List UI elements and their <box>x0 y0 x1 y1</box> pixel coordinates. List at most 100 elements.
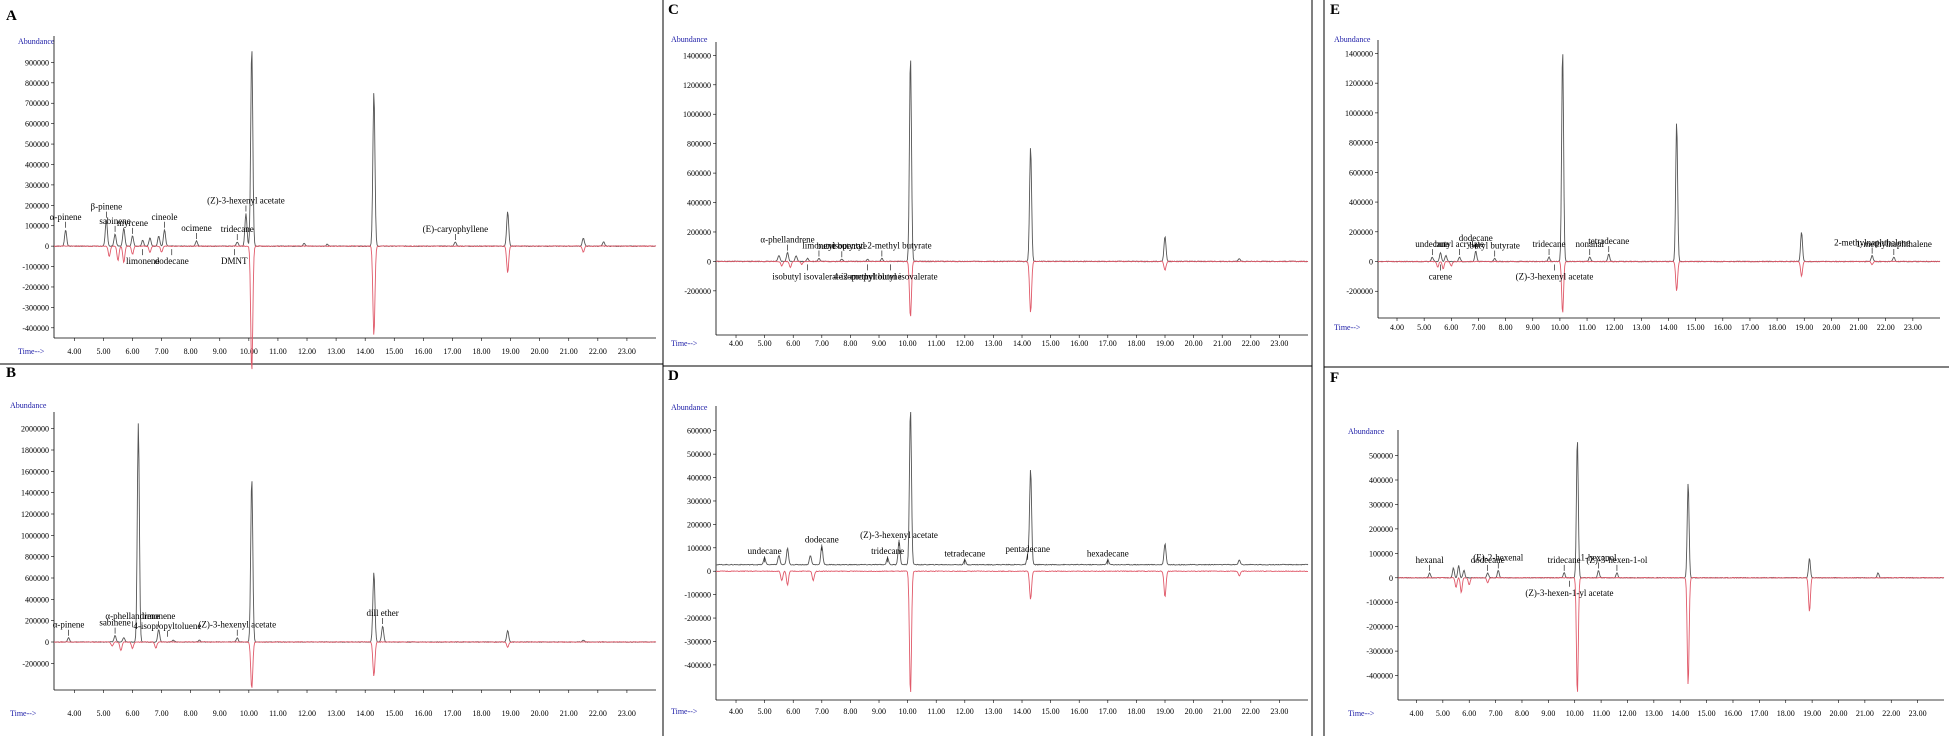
x-tick-label: 9.00 <box>1541 709 1555 718</box>
y-tick-label: 400000 <box>25 595 49 604</box>
x-tick-label: 10.00 <box>899 707 917 716</box>
panel-label: F <box>1330 370 1339 386</box>
x-tick-label: 19.00 <box>1156 707 1174 716</box>
peak-annotation: tridecane <box>1548 555 1581 565</box>
peak-annotation: sabinene <box>99 216 131 226</box>
x-axis-label: Time--> <box>671 339 698 348</box>
x-tick-label: 20.00 <box>531 709 549 718</box>
peak-annotation: dodecane <box>155 256 189 266</box>
x-tick-label: 14.00 <box>1660 323 1678 332</box>
peak-annotation: 4-isopropyltoluene <box>133 621 201 631</box>
x-tick-label: 5.00 <box>96 347 110 356</box>
x-tick-label: 11.00 <box>1592 709 1610 718</box>
peak-annotation: α-phellandrene <box>760 235 814 245</box>
x-tick-label: 5.00 <box>758 339 772 348</box>
x-tick-label: 13.00 <box>1645 709 1663 718</box>
y-tick-label: 1000000 <box>1345 109 1373 118</box>
peak-annotation: (E)-2-hexenal <box>1473 552 1523 562</box>
peak-annotation: ocimene <box>181 223 212 233</box>
x-tick-label: 21.00 <box>560 709 578 718</box>
x-tick-label: 6.00 <box>126 709 140 718</box>
x-tick-label: 23.00 <box>1904 323 1922 332</box>
peak-annotation: butyl butyrate <box>817 241 867 251</box>
x-tick-label: 17.00 <box>1099 707 1117 716</box>
sample-trace <box>715 60 1309 263</box>
peak-annotation: butyl butyrate <box>1470 241 1520 251</box>
x-tick-label: 11.00 <box>269 709 287 718</box>
peak-annotation: α-pinene <box>53 620 85 630</box>
y-tick-label: -100000 <box>22 263 49 272</box>
y-tick-label: 0 <box>45 242 49 251</box>
y-tick-label: 900000 <box>25 58 49 67</box>
x-tick-label: 5.00 <box>1417 323 1431 332</box>
x-tick-label: 19.00 <box>502 709 520 718</box>
x-tick-label: 6.00 <box>786 339 800 348</box>
y-tick-label: 300000 <box>25 181 49 190</box>
x-tick-label: 14.00 <box>356 709 374 718</box>
peak-annotation: dodecane <box>805 534 839 544</box>
y-tick-label: 0 <box>707 567 711 576</box>
peak-annotation: dodecane <box>1459 233 1493 243</box>
x-tick-label: 8.00 <box>184 347 198 356</box>
y-tick-label: -300000 <box>684 637 711 646</box>
x-tick-label: 13.00 <box>327 709 345 718</box>
x-tick-label: 18.00 <box>1127 339 1145 348</box>
x-tick-label: 19.00 <box>1795 323 1813 332</box>
x-tick-label: 20.00 <box>531 347 549 356</box>
y-tick-label: 200000 <box>25 617 49 626</box>
peak-annotation: cineole <box>152 212 178 222</box>
y-tick-label: -200000 <box>684 614 711 623</box>
x-tick-label: 18.00 <box>473 347 491 356</box>
peak-annotation: carene <box>1429 272 1452 282</box>
y-tick-label: -400000 <box>22 324 49 333</box>
x-tick-label: 4.00 <box>729 339 743 348</box>
y-tick-label: 800000 <box>687 140 711 149</box>
x-tick-label: 6.00 <box>1462 709 1476 718</box>
x-tick-label: 22.00 <box>589 709 607 718</box>
peak-annotation: pentadecane <box>1005 544 1049 554</box>
x-tick-label: 8.00 <box>184 709 198 718</box>
x-tick-label: 15.00 <box>385 347 403 356</box>
peak-annotation: sabinene <box>99 618 131 628</box>
panel-label: C <box>668 2 679 18</box>
x-tick-label: 7.00 <box>815 339 829 348</box>
peak-annotation: DMNT <box>221 256 248 266</box>
y-tick-label: 600000 <box>687 427 711 436</box>
y-tick-label: 200000 <box>1349 228 1373 237</box>
peak-annotation: (Z)-3-hexenyl acetate <box>198 620 276 630</box>
y-tick-label: -300000 <box>22 303 49 312</box>
peak-annotation: undecane <box>1415 239 1449 249</box>
x-tick-label: 6.00 <box>126 347 140 356</box>
peak-annotation: hexadecane <box>1087 549 1129 559</box>
x-tick-label: 21.00 <box>1213 707 1231 716</box>
y-tick-label: 0 <box>1369 258 1373 267</box>
y-tick-label: 600000 <box>687 169 711 178</box>
x-tick-label: 6.00 <box>786 707 800 716</box>
y-tick-label: 300000 <box>687 497 711 506</box>
y-tick-label: 600000 <box>25 574 49 583</box>
peak-annotation: tetradecane <box>944 549 985 559</box>
x-tick-label: 12.00 <box>1618 709 1636 718</box>
x-tick-label: 23.00 <box>1909 709 1927 718</box>
panel-label: E <box>1330 2 1340 18</box>
sample-trace <box>53 423 657 643</box>
y-tick-label: 400000 <box>687 474 711 483</box>
peak-annotation: tridecane <box>1533 239 1566 249</box>
x-tick-label: 14.00 <box>1671 709 1689 718</box>
y-tick-label: 500000 <box>687 450 711 459</box>
x-tick-label: 19.00 <box>1156 339 1174 348</box>
x-tick-label: 21.00 <box>1213 339 1231 348</box>
x-tick-label: 18.00 <box>1768 323 1786 332</box>
x-tick-label: 18.00 <box>473 709 491 718</box>
y-tick-label: 1800000 <box>21 446 49 455</box>
x-tick-label: 10.00 <box>240 347 258 356</box>
x-tick-label: 15.00 <box>1042 707 1060 716</box>
x-axis-label: Time--> <box>1334 323 1361 332</box>
x-tick-label: 22.00 <box>589 347 607 356</box>
y-axis-label: Abundance <box>671 403 708 412</box>
x-tick-label: 17.00 <box>1099 339 1117 348</box>
x-tick-label: 11.00 <box>1578 323 1596 332</box>
x-axis-label: Time--> <box>671 707 698 716</box>
x-tick-label: 19.00 <box>1803 709 1821 718</box>
